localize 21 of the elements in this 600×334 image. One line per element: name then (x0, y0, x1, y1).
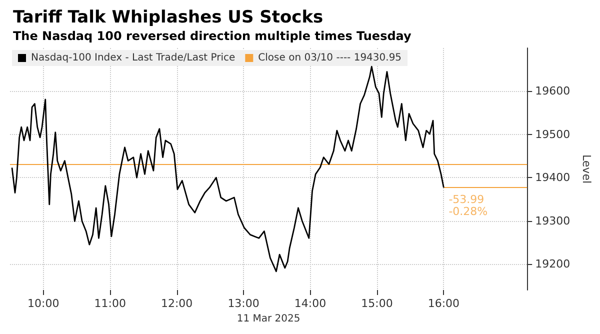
y-tick-label: 19400 (535, 171, 570, 184)
chart-title: Tariff Talk Whiplashes US Stocks (13, 8, 324, 28)
y-tick-label: 19600 (535, 84, 570, 98)
x-axis-title: 11 Mar 2025 (236, 313, 300, 324)
x-tick-label: 14:00 (294, 297, 326, 310)
legend-label: Nasdaq-100 Index - Last Trade/Last Price (31, 52, 236, 64)
y-tick-label: 19300 (535, 214, 570, 228)
chart-subtitle: The Nasdaq 100 reversed direction multiple times Tuesday (13, 29, 412, 43)
line-series (11, 66, 444, 272)
x-tick-label: 15:00 (361, 297, 393, 310)
x-tick-label: 11:00 (94, 297, 126, 310)
y-tick-label: 19500 (535, 128, 570, 141)
x-tick-label: 10:00 (28, 297, 60, 310)
x-tick-label: 13:00 (228, 297, 260, 310)
x-tick-label: 12:00 (160, 297, 193, 310)
y-axis-title: Level (580, 154, 593, 184)
legend-label: Close on 03/10 ---- 19430.95 (258, 52, 402, 64)
annotation: -53.99 (448, 193, 484, 206)
y-tick-label: 19200 (535, 258, 570, 271)
annotation: -0.28% (448, 205, 488, 218)
x-tick-label: 16:00 (428, 297, 460, 310)
